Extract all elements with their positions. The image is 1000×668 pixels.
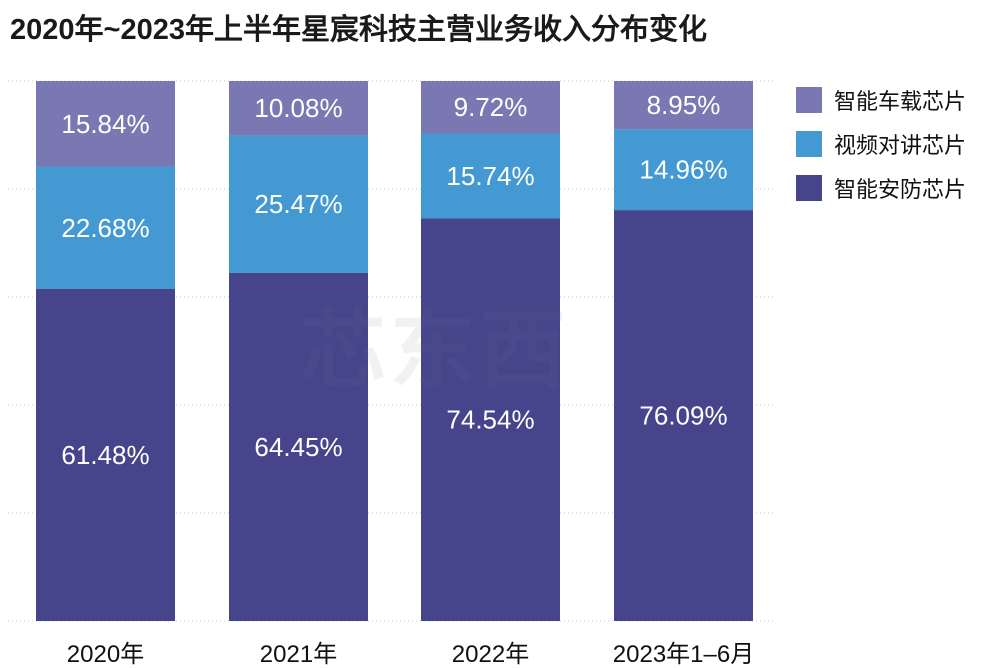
legend-item: 智能车载芯片 xyxy=(796,86,966,114)
bar-segment xyxy=(421,81,560,134)
x-tick-label: 2023年1–6月 xyxy=(613,641,754,668)
data-label: 15.74% xyxy=(446,161,534,191)
watermark-text: 芯东西 xyxy=(300,303,570,399)
data-label: 9.72% xyxy=(454,92,528,122)
chart-title: 2020年~2023年上半年星宸科技主营业务收入分布变化 xyxy=(10,14,707,46)
legend-item: 视频对讲芯片 xyxy=(796,130,966,158)
bar-segment xyxy=(614,129,753,211)
bar-segment xyxy=(229,81,368,136)
bar-segment xyxy=(614,81,753,130)
data-label: 14.96% xyxy=(639,155,727,185)
legend-swatch xyxy=(796,131,822,157)
legend-item: 智能安防芯片 xyxy=(796,174,966,202)
bar-segment xyxy=(36,289,175,621)
bar-segment xyxy=(229,272,368,621)
bar-segment xyxy=(36,166,175,290)
legend-swatch xyxy=(796,87,822,113)
data-label: 74.54% xyxy=(446,405,534,435)
x-tick-label: 2020年 xyxy=(67,641,144,668)
bar-segment xyxy=(614,210,753,621)
data-label: 15.84% xyxy=(61,109,149,139)
corner-logo: 智东西 xyxy=(868,612,953,643)
legend-label: 视频对讲芯片 xyxy=(834,133,967,158)
data-label: 25.47% xyxy=(254,189,342,219)
data-label: 10.08% xyxy=(254,93,342,123)
bar-segment xyxy=(421,218,560,621)
data-label: 8.95% xyxy=(647,90,721,120)
bar-segment xyxy=(229,135,368,273)
legend-swatch xyxy=(796,175,822,201)
legend-label: 智能车载芯片 xyxy=(834,89,967,114)
bar-segment xyxy=(421,133,560,219)
x-tick-label: 2022年 xyxy=(452,641,529,668)
data-label: 64.45% xyxy=(254,432,342,462)
corner-url: zhidx.com xyxy=(884,640,934,650)
bar-segment xyxy=(36,81,175,167)
data-label: 61.48% xyxy=(61,440,149,470)
data-label: 22.68% xyxy=(61,213,149,243)
data-label: 76.09% xyxy=(639,401,727,431)
legend-label: 智能安防芯片 xyxy=(834,177,967,202)
x-tick-label: 2021年 xyxy=(260,641,337,668)
legend: 智能车载芯片 视频对讲芯片 智能安防芯片 xyxy=(796,86,966,218)
